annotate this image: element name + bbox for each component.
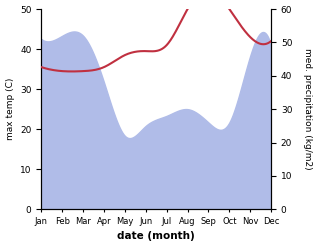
X-axis label: date (month): date (month) xyxy=(117,231,195,242)
Y-axis label: max temp (C): max temp (C) xyxy=(5,78,15,140)
Y-axis label: med. precipitation (kg/m2): med. precipitation (kg/m2) xyxy=(303,48,313,170)
